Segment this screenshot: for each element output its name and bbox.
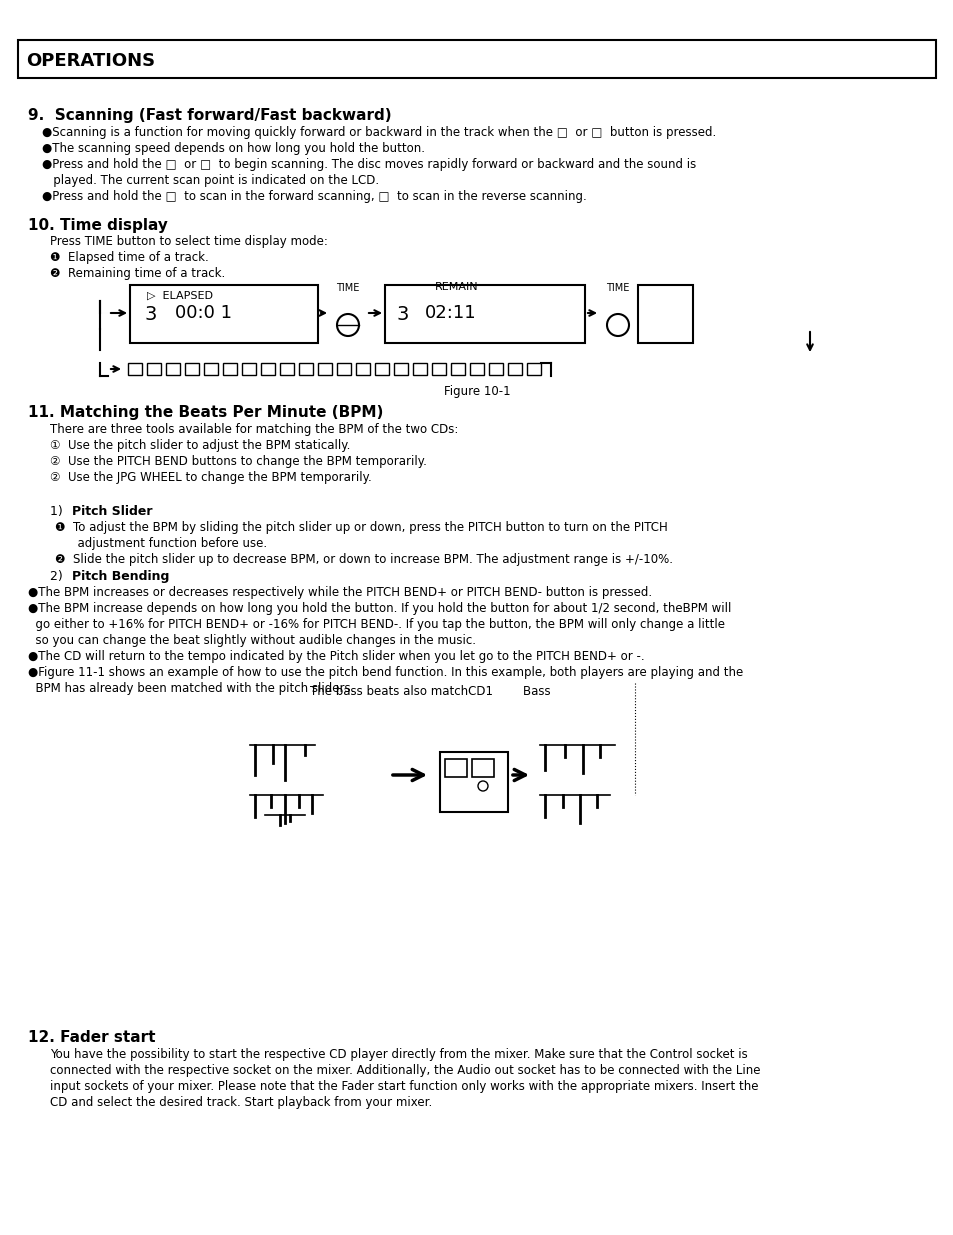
Text: 9.  Scanning (Fast forward/Fast backward): 9. Scanning (Fast forward/Fast backward): [28, 107, 392, 124]
Text: ▷  ELAPSED: ▷ ELAPSED: [147, 291, 213, 301]
Text: connected with the respective socket on the mixer. Additionally, the Audio out s: connected with the respective socket on …: [50, 1065, 760, 1077]
Text: ❶  Elapsed time of a track.: ❶ Elapsed time of a track.: [50, 251, 209, 264]
Bar: [385, 285, 584, 343]
Text: ②  Use the JPG WHEEL to change the BPM temporarily.: ② Use the JPG WHEEL to change the BPM te…: [50, 471, 372, 484]
Bar: [261, 363, 274, 375]
Bar: [451, 363, 464, 375]
Text: ❶  To adjust the BPM by sliding the pitch slider up or down, press the PITCH but: ❶ To adjust the BPM by sliding the pitch…: [55, 521, 667, 534]
Bar: [280, 363, 294, 375]
Text: 11. Matching the Beats Per Minute (BPM): 11. Matching the Beats Per Minute (BPM): [28, 405, 383, 420]
Text: ●The BPM increase depends on how long you hold the button. If you hold the butto: ●The BPM increase depends on how long yo…: [28, 601, 731, 615]
Text: TIME: TIME: [605, 283, 629, 293]
Text: OPERATIONS: OPERATIONS: [26, 52, 155, 70]
Text: ❷  Remaining time of a track.: ❷ Remaining time of a track.: [50, 267, 225, 280]
Bar: [638, 285, 692, 343]
Text: 02:11: 02:11: [424, 304, 476, 322]
Text: 12. Fader start: 12. Fader start: [28, 1030, 155, 1045]
Text: ●The scanning speed depends on how long you hold the button.: ●The scanning speed depends on how long …: [42, 142, 424, 156]
Bar: [166, 363, 180, 375]
Text: go either to +16% for PITCH BEND+ or -16% for PITCH BEND-. If you tap the button: go either to +16% for PITCH BEND+ or -16…: [28, 618, 724, 631]
Text: ①  Use the pitch slider to adjust the BPM statically.: ① Use the pitch slider to adjust the BPM…: [50, 438, 350, 452]
Text: ②  Use the PITCH BEND buttons to change the BPM temporarily.: ② Use the PITCH BEND buttons to change t…: [50, 454, 426, 468]
Text: 2): 2): [50, 571, 71, 583]
Text: Pitch Slider: Pitch Slider: [71, 505, 152, 517]
Text: TIME: TIME: [335, 283, 359, 293]
Text: ●The BPM increases or decreases respectively while the PITCH BEND+ or PITCH BEND: ●The BPM increases or decreases respecti…: [28, 585, 652, 599]
Bar: [18, 40, 935, 78]
Bar: [375, 363, 389, 375]
Bar: [507, 363, 521, 375]
Text: 1): 1): [50, 505, 71, 517]
Text: 3: 3: [396, 305, 409, 324]
Bar: [444, 760, 467, 777]
Bar: [439, 752, 507, 811]
Text: REMAIN: REMAIN: [435, 282, 478, 291]
Text: There are three tools available for matching the BPM of the two CDs:: There are three tools available for matc…: [50, 424, 457, 436]
Text: 00:0 1: 00:0 1: [174, 304, 232, 322]
Text: ●Press and hold the □  to scan in the forward scanning, □  to scan in the revers: ●Press and hold the □ to scan in the for…: [42, 190, 586, 203]
Bar: [223, 363, 236, 375]
Bar: [470, 363, 483, 375]
Text: adjustment function before use.: adjustment function before use.: [55, 537, 267, 550]
Bar: [130, 285, 317, 343]
Bar: [185, 363, 199, 375]
Text: ❷  Slide the pitch slider up to decrease BPM, or down to increase BPM. The adjus: ❷ Slide the pitch slider up to decrease …: [55, 553, 672, 566]
Bar: [413, 363, 427, 375]
Text: CD and select the desired track. Start playback from your mixer.: CD and select the desired track. Start p…: [50, 1095, 432, 1109]
Text: You have the possibility to start the respective CD player directly from the mix: You have the possibility to start the re…: [50, 1049, 747, 1061]
Text: The bass beats also matchCD1        Bass: The bass beats also matchCD1 Bass: [310, 685, 550, 698]
Text: ●The CD will return to the tempo indicated by the Pitch slider when you let go t: ●The CD will return to the tempo indicat…: [28, 650, 644, 663]
Text: played. The current scan point is indicated on the LCD.: played. The current scan point is indica…: [42, 174, 378, 186]
Bar: [526, 363, 540, 375]
Text: ●Figure 11-1 shows an example of how to use the pitch bend function. In this exa: ●Figure 11-1 shows an example of how to …: [28, 666, 742, 679]
Bar: [204, 363, 218, 375]
Text: ●Scanning is a function for moving quickly forward or backward in the track when: ●Scanning is a function for moving quick…: [42, 126, 716, 140]
Bar: [355, 363, 370, 375]
Text: Press TIME button to select time display mode:: Press TIME button to select time display…: [50, 235, 328, 248]
Text: 10. Time display: 10. Time display: [28, 219, 168, 233]
Bar: [128, 363, 142, 375]
Bar: [489, 363, 502, 375]
Text: ●Press and hold the □  or □  to begin scanning. The disc moves rapidly forward o: ●Press and hold the □ or □ to begin scan…: [42, 158, 696, 170]
Text: Pitch Bending: Pitch Bending: [71, 571, 170, 583]
Bar: [147, 363, 161, 375]
Bar: [472, 760, 494, 777]
Text: so you can change the beat slightly without audible changes in the music.: so you can change the beat slightly with…: [28, 634, 476, 647]
Text: BPM has already been matched with the pitch sliders.: BPM has already been matched with the pi…: [28, 682, 354, 695]
Text: input sockets of your mixer. Please note that the Fader start function only work: input sockets of your mixer. Please note…: [50, 1079, 758, 1093]
Bar: [317, 363, 332, 375]
Bar: [242, 363, 255, 375]
Bar: [432, 363, 446, 375]
Bar: [394, 363, 408, 375]
Text: Figure 10-1: Figure 10-1: [443, 385, 510, 398]
Bar: [336, 363, 351, 375]
Text: 3: 3: [145, 305, 157, 324]
Bar: [298, 363, 313, 375]
